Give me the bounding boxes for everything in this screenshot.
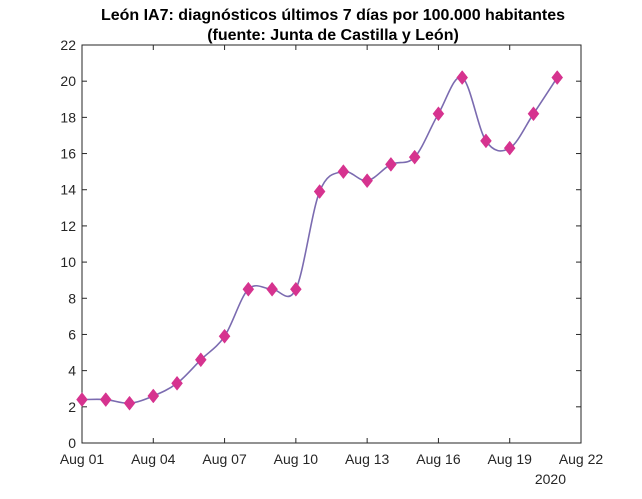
y-tick-label: 12: [60, 218, 76, 234]
x-tick-label: Aug 10: [274, 451, 319, 467]
data-point-marker: [551, 70, 564, 85]
y-tick-label: 16: [60, 146, 76, 162]
data-point-marker: [99, 392, 112, 407]
x-axis: Aug 01 Aug 04 Aug 07 Aug 10 Aug 13 Aug 16 Aug …: [60, 45, 604, 467]
data-point-marker: [385, 156, 397, 172]
x-tick-label: Aug 01: [60, 451, 105, 467]
data-point-marker: [527, 106, 540, 122]
x-tick-label: Aug 19: [488, 451, 533, 467]
y-tick-label: 4: [68, 363, 76, 379]
data-point-marker: [432, 106, 445, 122]
data-point-marker: [147, 388, 160, 404]
y-axis: 0 2 4 6 8 10 12 14 16 18 20 22: [60, 37, 581, 451]
data-point-marker: [503, 140, 516, 156]
y-tick-label: 0: [68, 435, 76, 451]
y-tick-label: 22: [60, 37, 76, 53]
chart-title-line2: (fuente: Junta de Castilla y León): [207, 27, 459, 44]
y-tick-label: 6: [68, 326, 76, 342]
y-tick-label: 20: [60, 73, 76, 89]
data-point-marker: [456, 70, 469, 85]
y-tick-label: 2: [68, 399, 76, 415]
data-point-marker: [408, 149, 421, 165]
data-point-marker: [194, 352, 207, 368]
data-point-marker: [480, 133, 492, 149]
chart-title-line1: León IA7: diagnósticos últimos 7 días po…: [101, 7, 565, 24]
data-point-marker: [313, 184, 326, 199]
y-tick-label: 14: [60, 182, 76, 198]
y-tick-label: 10: [60, 254, 76, 270]
data-point-marker: [361, 173, 373, 189]
plot-area: [81, 44, 582, 444]
data-point-marker: [76, 392, 88, 407]
data-point-marker: [123, 395, 136, 411]
data-point-marker: [171, 375, 183, 391]
data-point-marker: [266, 281, 278, 297]
y-tick-label: 8: [68, 290, 76, 306]
y-tick-label: 18: [60, 109, 76, 125]
x-tick-label: Aug 16: [416, 451, 461, 467]
data-point-marker: [242, 281, 255, 297]
x-tick-label: Aug 13: [345, 451, 390, 467]
data-point-marker: [218, 328, 231, 344]
x-tick-label: Aug 07: [202, 451, 247, 467]
data-point-marker: [290, 281, 302, 297]
series-layer: [76, 70, 564, 411]
x-year-label: 2020: [535, 471, 566, 487]
data-point-marker: [337, 164, 350, 180]
x-tick-label: Aug 22: [559, 451, 604, 467]
x-tick-label: Aug 04: [131, 451, 176, 467]
